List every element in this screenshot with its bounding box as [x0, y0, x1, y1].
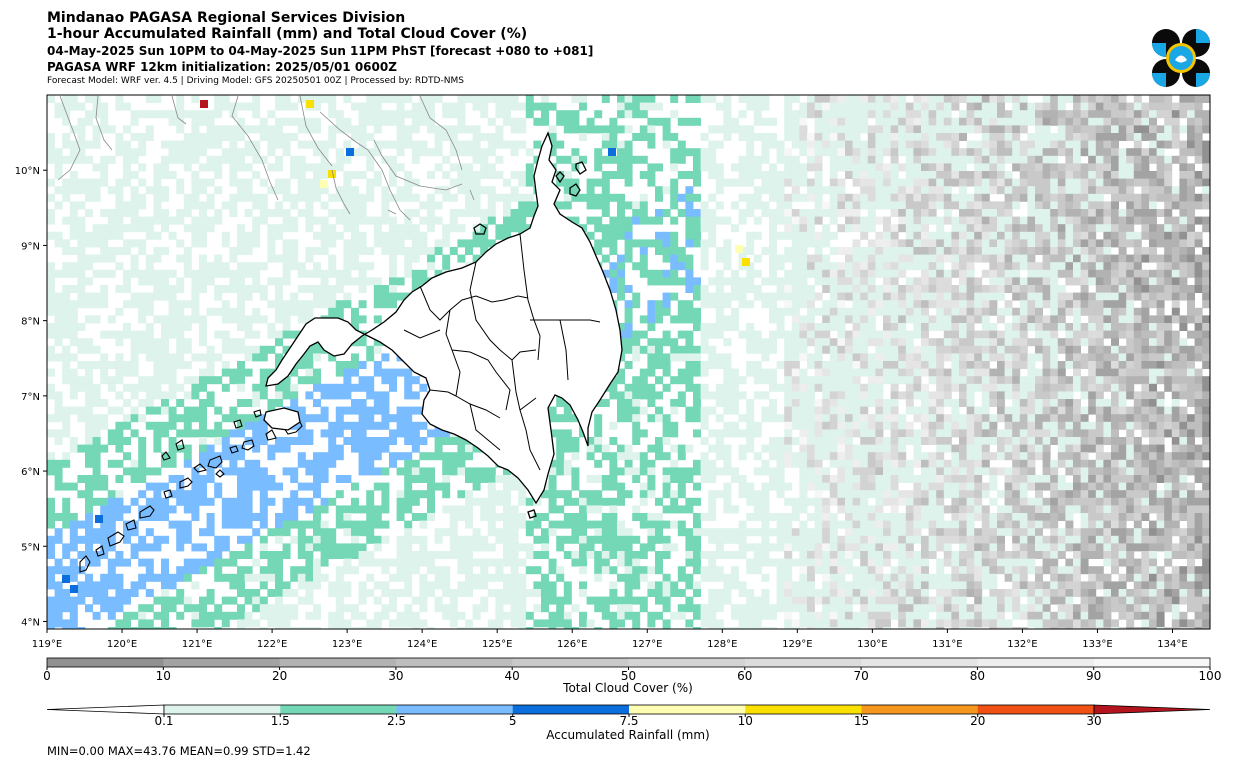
cloud-color-segment — [744, 658, 862, 667]
map-title: Mindanao PAGASA Regional Services Divisi… — [47, 10, 406, 26]
rain-tick-label: 30 — [1086, 714, 1101, 728]
lon-tick-label: 119°E — [32, 639, 62, 650]
rain-tick-label: 1.5 — [271, 714, 290, 728]
rain-color-segment — [977, 705, 1095, 714]
cloud-tick-label: 30 — [388, 669, 403, 683]
cloud-color-segment — [628, 658, 746, 667]
cloud-tick-label: 40 — [505, 669, 520, 683]
siargao-islands — [555, 161, 587, 197]
cloud-tick-label: 80 — [970, 669, 985, 683]
lon-tick-label: 121°E — [182, 639, 212, 650]
rain-color-segment — [745, 705, 862, 714]
cloud-color-segment — [861, 658, 978, 667]
cloud-tick-label: 60 — [737, 669, 752, 683]
camiguin-island — [473, 223, 487, 235]
cloud-tick-label: 90 — [1086, 669, 1101, 683]
lat-tick-label: 10°N — [15, 166, 40, 177]
lon-tick-label: 122°E — [257, 639, 287, 650]
map-subtitle: 1-hour Accumulated Rainfall (mm) and Tot… — [47, 26, 528, 42]
cloud-color-segment — [512, 658, 629, 667]
forecast-grid-layer — [47, 95, 1210, 629]
rain-tick-label: 15 — [854, 714, 869, 728]
cloud-cover-colorbar: 0 10 20 30 40 50 60 70 80 90 100 — [43, 657, 1222, 683]
interior-boundaries — [403, 233, 601, 471]
sulu-islands — [79, 409, 303, 573]
lon-tick-label: 120°E — [107, 639, 137, 650]
lat-tick-label: 5°N — [21, 542, 40, 553]
rain-color-segment — [512, 705, 630, 714]
pagasa-logo-icon — [1152, 29, 1210, 87]
axis-ticks: 119°E 120°E 121°E 122°E 123°E 124°E 125°E 126°E… — [15, 166, 1188, 650]
cloud-color-segment — [47, 658, 164, 667]
initialization-info: PAGASA WRF 12km initialization: 2025/05/… — [47, 60, 397, 74]
cloud-tick-label: 70 — [853, 669, 868, 683]
lat-tick-label: 9°N — [21, 241, 40, 252]
cloud-tick-label: 50 — [621, 669, 636, 683]
lon-tick-label: 131°E — [932, 639, 962, 650]
valid-time: 04-May-2025 Sun 10PM to 04-May-2025 Sun … — [47, 44, 594, 58]
rain-color-segment — [280, 705, 397, 714]
lon-tick-label: 126°E — [557, 639, 587, 650]
rain-colorbar-label: Accumulated Rainfall (mm) — [546, 728, 709, 742]
rain-color-segment — [164, 705, 281, 714]
rain-tick-label: 5 — [509, 714, 517, 728]
statistics-summary: MIN=0.00 MAX=43.76 MEAN=0.99 STD=1.42 — [47, 744, 311, 758]
rain-extend-max — [1093, 704, 1211, 715]
lon-tick-label: 130°E — [857, 639, 887, 650]
sarangani-islands — [527, 509, 537, 519]
cloud-color-segment — [279, 658, 397, 667]
rain-tick-label: 10 — [738, 714, 753, 728]
rain-tick-label: 7.5 — [619, 714, 638, 728]
cloud-tick-label: 20 — [272, 669, 287, 683]
rain-color-segment — [629, 705, 746, 714]
rain-color-segment — [396, 705, 514, 714]
rain-tick-label: 0.1 — [154, 714, 173, 728]
lat-tick-label: 4°N — [21, 617, 40, 628]
cloud-tick-label: 100 — [1199, 669, 1222, 683]
lat-tick-label: 6°N — [21, 467, 40, 478]
model-info: Forecast Model: WRF ver. 4.5 | Driving M… — [47, 76, 464, 86]
lon-tick-label: 133°E — [1082, 639, 1112, 650]
cloud-colorbar-label: Total Cloud Cover (%) — [562, 681, 693, 695]
lat-tick-label: 7°N — [21, 392, 40, 403]
rain-tick-label: 2.5 — [387, 714, 406, 728]
lon-tick-label: 125°E — [482, 639, 512, 650]
visayas-coastlines — [57, 95, 475, 221]
cloud-color-segment — [163, 658, 281, 667]
rain-extend-min — [46, 704, 165, 715]
cloud-color-segment — [1093, 658, 1211, 667]
lon-tick-label: 128°E — [707, 639, 737, 650]
rain-color-segment — [861, 705, 979, 714]
basilan-island — [263, 407, 301, 431]
lon-tick-label: 132°E — [1007, 639, 1037, 650]
rainfall-colorbar: 0.1 1.5 2.5 5 7.5 10 15 20 30 — [46, 704, 1211, 728]
cloud-tick-label: 10 — [156, 669, 171, 683]
rain-tick-label: 20 — [970, 714, 985, 728]
cloud-tick-label: 0 — [43, 669, 51, 683]
cloud-color-segment — [977, 658, 1095, 667]
lon-tick-label: 127°E — [632, 639, 662, 650]
lon-tick-label: 129°E — [782, 639, 812, 650]
coastline-layer — [79, 131, 623, 573]
lat-tick-label: 8°N — [21, 317, 40, 328]
lon-tick-label: 124°E — [407, 639, 437, 650]
lon-tick-label: 134°E — [1157, 639, 1187, 650]
lon-tick-label: 123°E — [332, 639, 362, 650]
cloud-color-segment — [395, 658, 513, 667]
